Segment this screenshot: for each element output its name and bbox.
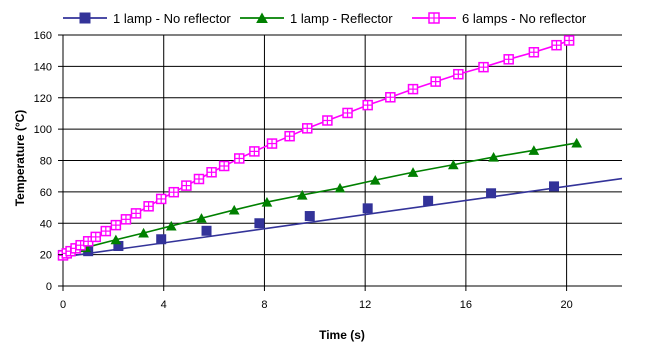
y-tick-label: 20 <box>40 250 52 262</box>
data-point-1-lamp-reflector <box>528 145 540 155</box>
grid-layer <box>62 34 622 287</box>
data-point-1-lamp-reflector <box>369 175 381 185</box>
data-point-1-lamp-reflector <box>138 227 149 238</box>
data-point-6-lamps-no-reflector <box>168 186 180 198</box>
data-point-1-lamp-no-reflector <box>362 203 373 214</box>
legend-item-6-lamps-no-reflector: 6 lamps - No reflector <box>412 11 587 26</box>
legend-item-1-lamp-no-reflector: 1 lamp - No reflector <box>63 11 231 26</box>
y-tick-label: 0 <box>46 281 52 293</box>
data-point-6-lamps-no-reflector <box>563 35 575 46</box>
legend-layer: 1 lamp - No reflector 1 lamp - Reflector 6… <box>63 11 587 26</box>
data-point-1-lamp-no-reflector <box>304 211 315 222</box>
x-tick-label: 12 <box>359 299 371 311</box>
data-point-6-lamps-no-reflector <box>385 92 396 103</box>
data-point-6-lamps-no-reflector <box>90 231 101 243</box>
data-point-6-lamps-no-reflector <box>249 146 260 157</box>
data-point-1-lamp-no-reflector <box>254 218 265 229</box>
data-point-6-lamps-no-reflector <box>430 76 441 87</box>
y-tick-label: 80 <box>40 156 52 168</box>
data-point-1-lamp-reflector <box>334 182 346 193</box>
x-tick-label: 20 <box>560 299 572 311</box>
data-point-6-lamps-no-reflector <box>181 180 192 191</box>
series-line-1-lamp-no-reflector <box>62 177 623 258</box>
data-point-6-lamps-no-reflector <box>342 107 353 119</box>
legend-label: 1 lamp - No reflector <box>113 11 231 26</box>
data-point-1-lamp-no-reflector <box>423 195 434 206</box>
data-point-6-lamps-no-reflector <box>120 214 132 225</box>
x-tick-label: 8 <box>261 299 267 311</box>
y-axis-label: Temperature (°C) <box>13 110 27 207</box>
data-point-1-lamp-reflector <box>407 167 419 177</box>
data-point-6-lamps-no-reflector <box>301 123 313 134</box>
x-tick-label: 0 <box>60 299 66 311</box>
y-tick-label: 60 <box>40 187 52 199</box>
series-layer <box>57 35 623 261</box>
data-point-6-lamps-no-reflector <box>478 61 489 73</box>
data-point-1-lamp-reflector <box>571 137 583 148</box>
y-tick-label: 100 <box>34 124 52 136</box>
data-point-1-lamp-reflector <box>488 151 499 162</box>
legend-label: 6 lamps - No reflector <box>462 11 587 26</box>
tick-layer: 0 4 8 12 16 20 0 20 40 60 80 100 120 140 160 <box>34 30 573 311</box>
data-point-6-lamps-no-reflector <box>266 138 278 149</box>
legend-swatch-marker <box>79 12 91 24</box>
series-1-lamp-reflector <box>57 137 583 260</box>
data-point-6-lamps-no-reflector <box>551 39 562 51</box>
y-tick-label: 140 <box>34 61 52 73</box>
y-tick-label: 160 <box>34 30 52 42</box>
data-point-1-lamp-no-reflector <box>156 234 167 245</box>
data-point-6-lamps-no-reflector <box>110 219 122 231</box>
data-point-6-lamps-no-reflector <box>218 160 230 172</box>
data-point-1-lamp-reflector <box>296 189 308 200</box>
data-point-1-lamp-reflector <box>447 159 459 170</box>
data-point-1-lamp-reflector <box>196 213 207 223</box>
data-point-6-lamps-no-reflector <box>155 193 167 205</box>
series-line-1-lamp-reflector <box>62 142 577 256</box>
data-point-1-lamp-reflector <box>228 204 240 215</box>
data-point-6-lamps-no-reflector <box>503 54 514 65</box>
data-point-6-lamps-no-reflector <box>130 208 142 219</box>
data-point-6-lamps-no-reflector <box>100 225 112 237</box>
data-point-6-lamps-no-reflector <box>284 130 295 142</box>
data-point-6-lamps-no-reflector <box>453 68 464 80</box>
legend-swatch-marker <box>428 12 440 24</box>
legend-label: 1 lamp - Reflector <box>290 11 393 26</box>
y-tick-label: 40 <box>40 218 52 230</box>
data-point-6-lamps-no-reflector <box>362 99 373 111</box>
data-point-6-lamps-no-reflector <box>528 47 540 58</box>
series-6-lamps-no-reflector <box>57 35 575 261</box>
data-point-6-lamps-no-reflector <box>206 167 217 178</box>
y-tick-label: 120 <box>34 93 52 105</box>
data-point-1-lamp-no-reflector <box>201 225 212 236</box>
data-point-1-lamp-reflector <box>261 196 273 207</box>
x-tick-label: 4 <box>161 299 167 311</box>
data-point-1-lamp-reflector <box>110 234 122 245</box>
x-tick-label: 16 <box>460 299 472 311</box>
data-point-6-lamps-no-reflector <box>234 153 245 164</box>
data-point-1-lamp-reflector <box>165 220 177 231</box>
data-point-6-lamps-no-reflector <box>407 83 419 95</box>
legend-item-1-lamp-reflector: 1 lamp - Reflector <box>240 11 393 26</box>
data-point-1-lamp-no-reflector <box>549 181 560 192</box>
data-point-1-lamp-no-reflector <box>486 188 497 199</box>
data-point-6-lamps-no-reflector <box>322 115 333 126</box>
data-point-6-lamps-no-reflector <box>143 201 154 212</box>
x-axis-label: Time (s) <box>319 328 365 342</box>
data-point-6-lamps-no-reflector <box>193 173 205 185</box>
legend-swatch-marker <box>256 12 268 23</box>
